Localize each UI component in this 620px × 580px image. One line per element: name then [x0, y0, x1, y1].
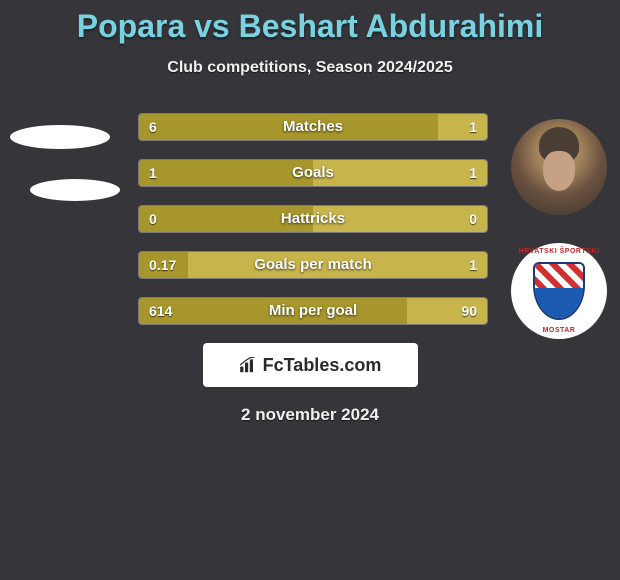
- branding-box[interactable]: FcTables.com: [203, 343, 418, 387]
- stat-right-value: 1: [469, 119, 477, 135]
- club-avatar-placeholder: [30, 179, 120, 201]
- stat-right-value: 0: [469, 211, 477, 227]
- stat-right-value: 90: [461, 303, 477, 319]
- bar-chart-icon: [239, 357, 259, 373]
- stat-right-segment: 1: [188, 252, 487, 278]
- stat-row: 61Matches: [138, 113, 488, 141]
- stat-right-segment: 1: [313, 160, 487, 186]
- stat-row: 11Goals: [138, 159, 488, 187]
- stat-left-segment: 614: [139, 298, 407, 324]
- player-avatar-placeholder: [10, 125, 110, 149]
- stat-left-segment: 1: [139, 160, 313, 186]
- stat-right-segment: 1: [438, 114, 487, 140]
- stat-row: 00Hattricks: [138, 205, 488, 233]
- subtitle: Club competitions, Season 2024/2025: [0, 59, 620, 77]
- club-shield-icon: [533, 262, 585, 320]
- stat-left-segment: 6: [139, 114, 438, 140]
- club-ring-top-text: HRVATSKI ŠPORTSKI: [519, 248, 600, 255]
- stat-right-value: 1: [469, 165, 477, 181]
- page-title: Popara vs Beshart Abdurahimi: [0, 0, 620, 45]
- club-badge: HRVATSKI ŠPORTSKI MOSTAR: [511, 243, 607, 339]
- stat-right-value: 1: [469, 257, 477, 273]
- left-player-column: [10, 113, 115, 201]
- stat-left-value: 614: [149, 303, 172, 319]
- stat-left-value: 0: [149, 211, 157, 227]
- player-photo: [511, 119, 607, 215]
- stat-row: 0.171Goals per match: [138, 251, 488, 279]
- stat-right-segment: 0: [313, 206, 487, 232]
- stat-left-segment: 0: [139, 206, 313, 232]
- stat-left-value: 6: [149, 119, 157, 135]
- stat-row: 61490Min per goal: [138, 297, 488, 325]
- stat-left-value: 1: [149, 165, 157, 181]
- stat-rows: 61Matches11Goals00Hattricks0.171Goals pe…: [138, 113, 488, 325]
- club-ring-bottom-text: MOSTAR: [543, 327, 576, 334]
- stat-left-segment: 0.17: [139, 252, 188, 278]
- branding-text: FcTables.com: [263, 355, 382, 376]
- right-player-column: HRVATSKI ŠPORTSKI MOSTAR: [511, 113, 616, 339]
- stats-area: HRVATSKI ŠPORTSKI MOSTAR 61Matches11Goal…: [0, 113, 620, 325]
- date-text: 2 november 2024: [0, 405, 620, 425]
- stat-left-value: 0.17: [149, 257, 176, 273]
- stat-right-segment: 90: [407, 298, 487, 324]
